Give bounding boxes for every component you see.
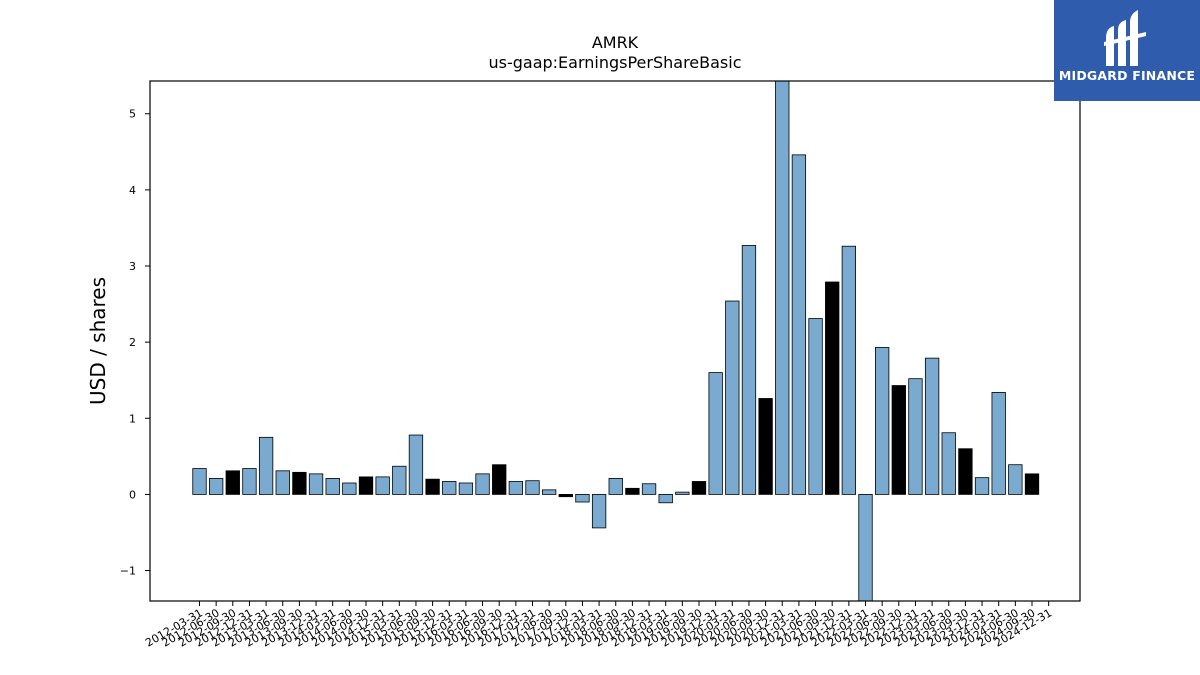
bar bbox=[475, 473, 490, 495]
bar bbox=[924, 357, 940, 495]
bar bbox=[625, 487, 640, 495]
bar bbox=[292, 471, 307, 495]
bar bbox=[825, 281, 840, 495]
bar bbox=[808, 318, 823, 495]
brand-logo-box: MIDGARD FINANCE bbox=[1054, 0, 1200, 101]
bar bbox=[908, 378, 923, 495]
bar bbox=[258, 436, 274, 495]
y-tick-label: 3 bbox=[129, 260, 136, 273]
bar bbox=[525, 480, 540, 495]
bar bbox=[791, 154, 807, 495]
bar bbox=[725, 300, 740, 495]
bar bbox=[658, 494, 673, 504]
bar bbox=[708, 372, 723, 495]
plot-frame bbox=[149, 80, 1081, 602]
bar bbox=[608, 478, 623, 495]
bar bbox=[225, 470, 240, 495]
bar bbox=[492, 464, 507, 495]
bar bbox=[542, 489, 557, 495]
bar bbox=[575, 494, 590, 503]
bar bbox=[641, 483, 657, 495]
bar bbox=[392, 465, 407, 495]
bar bbox=[375, 476, 390, 495]
brand-name: MIDGARD FINANCE bbox=[1058, 68, 1196, 83]
bar bbox=[192, 468, 207, 495]
bar bbox=[875, 347, 890, 495]
bar bbox=[591, 494, 607, 529]
bar bbox=[342, 482, 357, 495]
bar bbox=[1024, 473, 1040, 495]
bar bbox=[425, 478, 440, 495]
bar bbox=[408, 434, 424, 495]
y-tick-label: 4 bbox=[129, 184, 136, 197]
bar bbox=[242, 468, 257, 495]
bar bbox=[442, 481, 457, 495]
bar bbox=[841, 245, 856, 495]
bar bbox=[308, 473, 324, 495]
bar bbox=[991, 391, 1006, 495]
bar bbox=[458, 482, 474, 495]
y-tick-label: −1 bbox=[120, 565, 136, 578]
y-tick-label: 1 bbox=[129, 412, 136, 425]
bar-group bbox=[192, 81, 1040, 601]
bar bbox=[741, 245, 757, 495]
bar bbox=[275, 470, 290, 495]
y-axis-label: USD / shares bbox=[86, 277, 110, 405]
y-tick-label: 2 bbox=[129, 336, 136, 349]
bar bbox=[974, 477, 990, 495]
bar bbox=[858, 494, 873, 601]
chart-title: AMRK bbox=[592, 33, 639, 52]
bar bbox=[775, 81, 790, 495]
bar bbox=[508, 481, 524, 495]
bar bbox=[358, 476, 374, 495]
y-tick-label: 5 bbox=[129, 108, 136, 121]
bar bbox=[675, 491, 690, 495]
bar bbox=[1008, 464, 1023, 495]
bar bbox=[558, 494, 573, 498]
bar bbox=[891, 385, 906, 495]
chart-subtitle: us-gaap:EarningsPerShareBasic bbox=[488, 53, 741, 72]
bar bbox=[958, 448, 973, 495]
plot-area: −10123452012-03-312012-06-302012-09-3020… bbox=[120, 80, 1081, 650]
bar bbox=[758, 398, 773, 495]
y-tick-label: 0 bbox=[129, 488, 136, 501]
bar bbox=[325, 478, 340, 495]
midgard-logo-icon bbox=[1104, 10, 1146, 66]
bar bbox=[691, 481, 707, 495]
bar bbox=[941, 432, 956, 495]
bar bbox=[208, 478, 224, 495]
